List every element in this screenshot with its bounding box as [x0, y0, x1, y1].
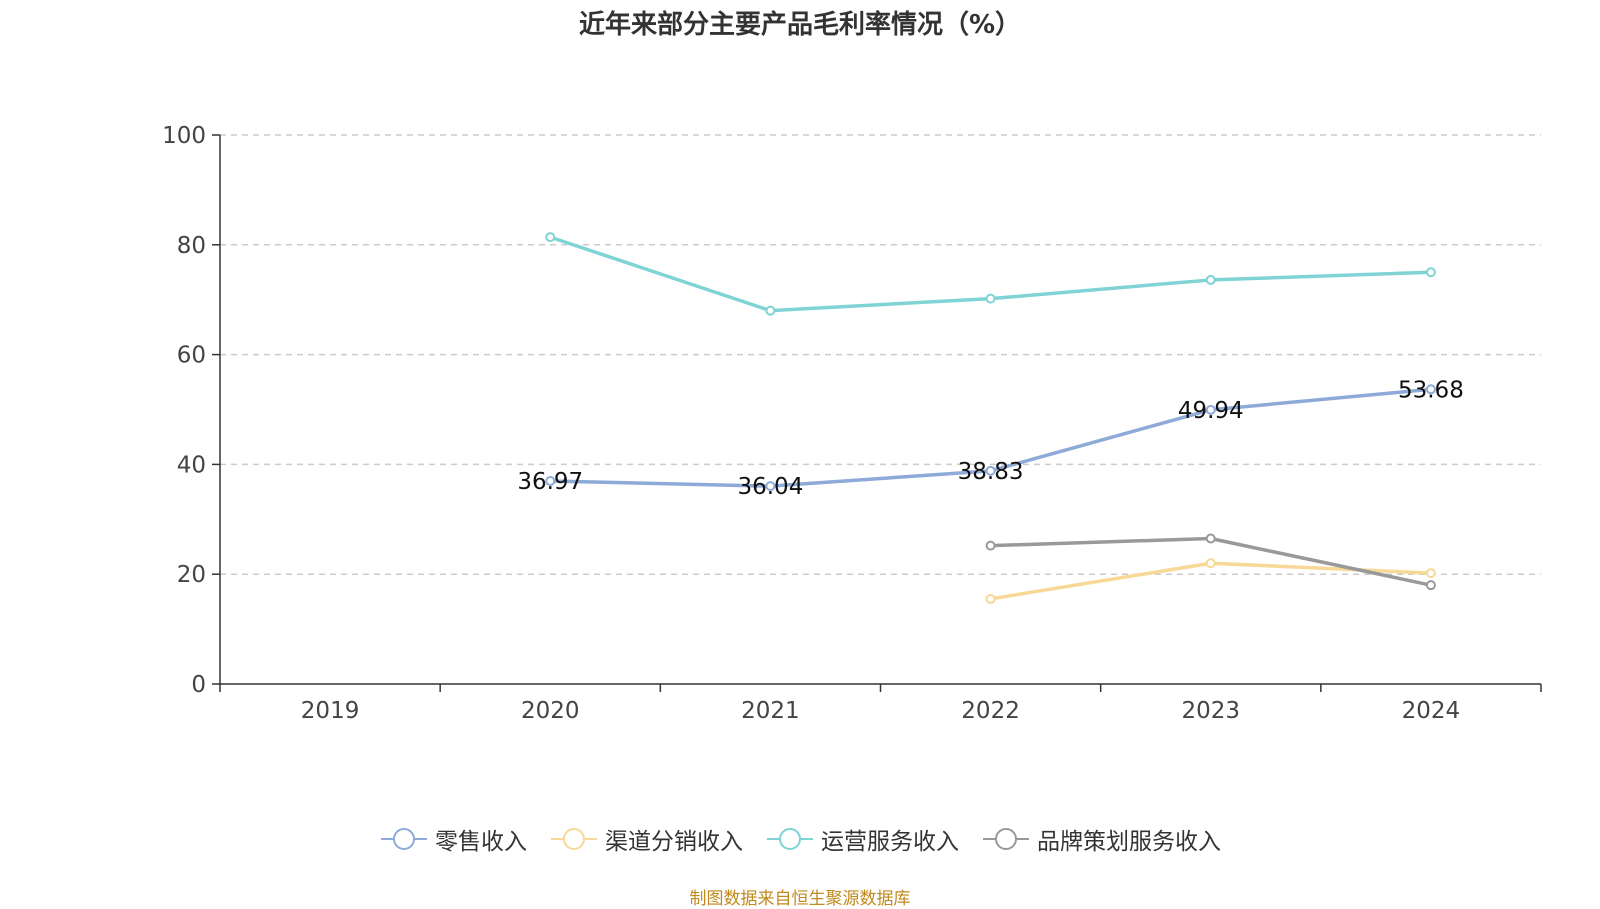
data-label: 49.94 — [1178, 398, 1244, 424]
data-point — [1205, 533, 1216, 544]
data-point — [1425, 384, 1436, 395]
data-point — [1205, 558, 1216, 569]
data-point — [985, 540, 996, 551]
data-point — [545, 476, 556, 487]
data-point — [545, 232, 556, 243]
y-tick-label: 40 — [177, 452, 206, 478]
y-tick-label: 20 — [177, 562, 206, 588]
data-point — [1205, 404, 1216, 415]
legend-label: 零售收入 — [435, 829, 527, 855]
data-point — [1425, 568, 1436, 579]
x-tick-label: 2021 — [741, 698, 800, 724]
data-label: 36.04 — [737, 474, 803, 500]
y-tick-label: 0 — [191, 672, 206, 698]
legend-symbol-icon — [983, 828, 1029, 850]
legend-symbol-icon — [381, 828, 427, 850]
legend-label: 运营服务收入 — [821, 829, 959, 855]
legend-label: 品牌策划服务收入 — [1037, 829, 1221, 855]
x-tick-label: 2020 — [521, 698, 580, 724]
series-layer — [545, 232, 1436, 604]
data-label: 36.97 — [517, 469, 583, 495]
data-point — [985, 293, 996, 304]
legend-item[interactable]: 零售收入 — [379, 822, 527, 856]
legend-symbol-icon — [551, 828, 597, 850]
data-point — [985, 593, 996, 604]
legend-item[interactable]: 运营服务收入 — [765, 822, 959, 856]
y-tick-label: 100 — [162, 123, 206, 149]
y-tick-label: 60 — [177, 343, 206, 369]
y-tick-label: 80 — [177, 233, 206, 259]
x-tick-label: 2023 — [1181, 698, 1240, 724]
series-line-1 — [990, 561, 1431, 601]
data-point — [765, 305, 776, 316]
data-point — [1425, 580, 1436, 591]
legend-item[interactable]: 品牌策划服务收入 — [981, 822, 1221, 856]
source-note: 制图数据来自恒生聚源数据库 — [689, 889, 911, 909]
x-tick-label: 2024 — [1402, 698, 1461, 724]
grid-layer — [220, 134, 1541, 575]
legend-label: 渠道分销收入 — [605, 829, 743, 855]
data-point — [765, 481, 776, 492]
legend: 零售收入 渠道分销收入 运营服务收入 品牌策划服务收入 — [0, 822, 1600, 856]
chart-title: 近年来部分主要产品毛利率情况（%） — [578, 10, 1022, 40]
legend-item[interactable]: 渠道分销收入 — [549, 822, 743, 856]
data-label: 53.68 — [1398, 377, 1464, 403]
axis-layer: 0 20 40 60 80 100 2019 2020 2021 2022 2023 2024 — [162, 123, 1542, 724]
data-point — [1425, 267, 1436, 278]
data-label-layer: 36.97 36.04 38.83 49.94 53.68 — [517, 377, 1464, 500]
legend-symbol-icon — [767, 828, 813, 850]
data-point — [1205, 274, 1216, 285]
x-tick-label: 2022 — [961, 698, 1020, 724]
x-tick-label: 2019 — [301, 698, 360, 724]
data-label: 38.83 — [958, 459, 1024, 485]
data-point — [985, 465, 996, 476]
